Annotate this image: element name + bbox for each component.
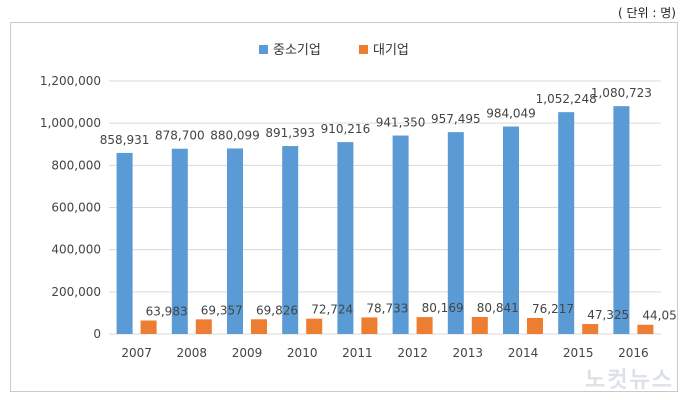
bar-large-firm xyxy=(582,324,599,334)
legend-label-large-firm: 대기업 xyxy=(373,43,409,58)
bar-large-firm xyxy=(195,319,212,334)
x-tick-label: 2010 xyxy=(287,346,318,360)
y-tick-label: 800,000 xyxy=(51,158,101,172)
bars xyxy=(116,106,654,335)
bar-sme xyxy=(613,106,630,334)
watermark-logo: 노컷뉴스 xyxy=(585,368,674,393)
data-label-sme: 880,099 xyxy=(210,128,260,142)
x-tick-label: 2016 xyxy=(618,346,649,360)
y-axis-ticks: 0 200,000 400,000 600,000 800,000 1,000,000 1,… xyxy=(40,74,101,341)
bar-sme xyxy=(227,148,243,334)
data-labels: 858,931 63,983 878,700 69,357 880,099 69,826 8… xyxy=(100,86,677,323)
data-label-large-firm: 69,357 xyxy=(201,303,243,317)
bar-sme xyxy=(392,135,409,334)
x-tick-label: 2013 xyxy=(453,346,484,360)
y-tick-label: 600,000 xyxy=(51,201,101,215)
bar-large-firm xyxy=(361,317,378,334)
bar-sme xyxy=(558,112,575,334)
bar-sme xyxy=(116,152,133,334)
gridlines xyxy=(109,80,661,335)
data-label-sme: 1,052,248 xyxy=(536,92,597,106)
x-tick-label: 2012 xyxy=(397,346,428,360)
y-tick-label: 200,000 xyxy=(51,285,101,299)
data-label-large-firm: 63,983 xyxy=(146,305,188,319)
data-label-large-firm: 78,733 xyxy=(366,301,408,315)
legend-swatch-sme xyxy=(259,45,268,54)
bar-sme xyxy=(337,142,354,334)
bar-large-firm xyxy=(140,320,157,334)
y-tick-label: 1,200,000 xyxy=(40,74,101,88)
data-label-sme: 910,216 xyxy=(321,122,371,136)
data-label-sme: 1,080,723 xyxy=(591,86,652,100)
chart-frame: 0 200,000 400,000 600,000 800,000 1,000,000 1,… xyxy=(10,22,678,392)
data-label-large-firm: 47,325 xyxy=(587,308,629,322)
bar-large-firm xyxy=(637,324,654,334)
data-label-sme: 941,350 xyxy=(376,116,426,130)
data-label-sme: 858,931 xyxy=(100,133,150,147)
data-label-large-firm: 72,724 xyxy=(311,303,353,317)
x-tick-label: 2007 xyxy=(121,346,152,360)
y-tick-label: 400,000 xyxy=(51,243,101,257)
x-tick-label: 2014 xyxy=(508,346,539,360)
x-tick-label: 2015 xyxy=(563,346,594,360)
bar-large-firm xyxy=(416,317,433,334)
y-tick-label: 0 xyxy=(93,327,101,341)
data-label-sme: 984,049 xyxy=(486,107,536,121)
data-label-large-firm: 69,826 xyxy=(256,303,298,317)
data-label-large-firm: 80,169 xyxy=(422,301,464,315)
y-tick-label: 1,000,000 xyxy=(40,116,101,130)
data-label-sme: 878,700 xyxy=(155,129,205,143)
unit-label: ( 단위 : 명) xyxy=(618,6,676,20)
bar-sme xyxy=(447,132,464,334)
bar-large-firm xyxy=(251,319,267,334)
data-label-sme: 891,393 xyxy=(265,126,315,140)
bar-large-firm xyxy=(306,318,323,334)
data-label-large-firm: 80,841 xyxy=(477,301,519,315)
x-tick-label: 2008 xyxy=(177,346,208,360)
bar-sme xyxy=(282,146,299,334)
legend-swatch-large-firm xyxy=(359,45,368,54)
x-tick-label: 2009 xyxy=(232,346,263,360)
data-label-sme: 957,495 xyxy=(431,112,481,126)
data-label-large-firm: 76,217 xyxy=(532,302,574,316)
bar-large-firm xyxy=(527,317,543,334)
bar-chart: 0 200,000 400,000 600,000 800,000 1,000,000 1,… xyxy=(40,43,677,360)
x-axis-ticks: 2007 2008 2009 2010 2011 2012 2013 2014 2015 2016 xyxy=(121,346,648,360)
x-tick-label: 2011 xyxy=(342,346,373,360)
bar-sme xyxy=(503,126,519,335)
bar-sme xyxy=(171,148,188,334)
legend: 중소기업 대기업 xyxy=(259,43,409,58)
legend-label-sme: 중소기업 xyxy=(273,43,321,58)
data-label-large-firm: 44,053 xyxy=(642,309,677,323)
bar-large-firm xyxy=(471,316,488,334)
